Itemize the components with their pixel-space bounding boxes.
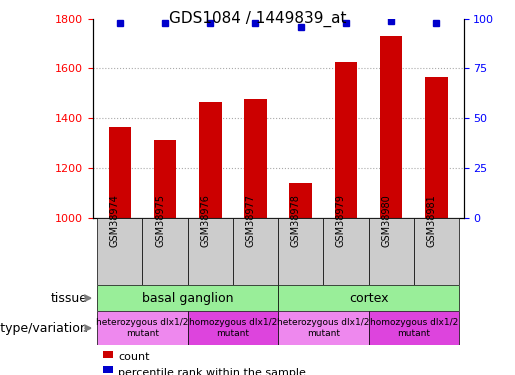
Text: GSM38975: GSM38975 bbox=[155, 194, 165, 248]
Text: GSM38977: GSM38977 bbox=[246, 194, 255, 248]
FancyBboxPatch shape bbox=[187, 217, 233, 285]
FancyBboxPatch shape bbox=[233, 217, 278, 285]
Bar bbox=[199, 102, 221, 218]
Text: percentile rank within the sample: percentile rank within the sample bbox=[118, 368, 306, 375]
Bar bbox=[103, 366, 113, 373]
FancyBboxPatch shape bbox=[323, 217, 369, 285]
FancyBboxPatch shape bbox=[143, 217, 187, 285]
FancyBboxPatch shape bbox=[97, 217, 143, 285]
Text: heterozygous dlx1/2
mutant: heterozygous dlx1/2 mutant bbox=[277, 318, 369, 338]
FancyBboxPatch shape bbox=[278, 285, 459, 311]
FancyBboxPatch shape bbox=[369, 311, 459, 345]
Text: GSM38979: GSM38979 bbox=[336, 194, 346, 248]
Text: cortex: cortex bbox=[349, 292, 388, 304]
Text: homozygous dlx1/2
mutant: homozygous dlx1/2 mutant bbox=[370, 318, 458, 338]
Bar bbox=[289, 183, 312, 218]
FancyBboxPatch shape bbox=[97, 285, 278, 311]
Text: basal ganglion: basal ganglion bbox=[142, 292, 233, 304]
Text: tissue: tissue bbox=[50, 292, 88, 304]
Bar bbox=[380, 36, 402, 218]
FancyBboxPatch shape bbox=[187, 311, 278, 345]
Text: GSM38974: GSM38974 bbox=[110, 194, 120, 248]
Text: genotype/variation: genotype/variation bbox=[0, 322, 88, 334]
Text: heterozygous dlx1/2
mutant: heterozygous dlx1/2 mutant bbox=[96, 318, 188, 338]
FancyBboxPatch shape bbox=[278, 217, 323, 285]
FancyBboxPatch shape bbox=[414, 217, 459, 285]
Bar bbox=[103, 351, 113, 358]
Text: GSM38980: GSM38980 bbox=[381, 195, 391, 247]
FancyBboxPatch shape bbox=[369, 217, 414, 285]
Bar bbox=[244, 99, 267, 218]
Bar bbox=[425, 77, 448, 218]
Text: homozygous dlx1/2
mutant: homozygous dlx1/2 mutant bbox=[189, 318, 277, 338]
Text: GSM38976: GSM38976 bbox=[200, 194, 210, 248]
Bar bbox=[335, 62, 357, 217]
Text: count: count bbox=[118, 352, 150, 363]
Bar bbox=[154, 141, 176, 218]
Text: GSM38978: GSM38978 bbox=[290, 194, 301, 248]
FancyBboxPatch shape bbox=[97, 311, 187, 345]
FancyBboxPatch shape bbox=[278, 311, 369, 345]
Text: GDS1084 / 1449839_at: GDS1084 / 1449839_at bbox=[169, 11, 346, 27]
Text: GSM38981: GSM38981 bbox=[426, 195, 436, 247]
Bar bbox=[109, 127, 131, 218]
